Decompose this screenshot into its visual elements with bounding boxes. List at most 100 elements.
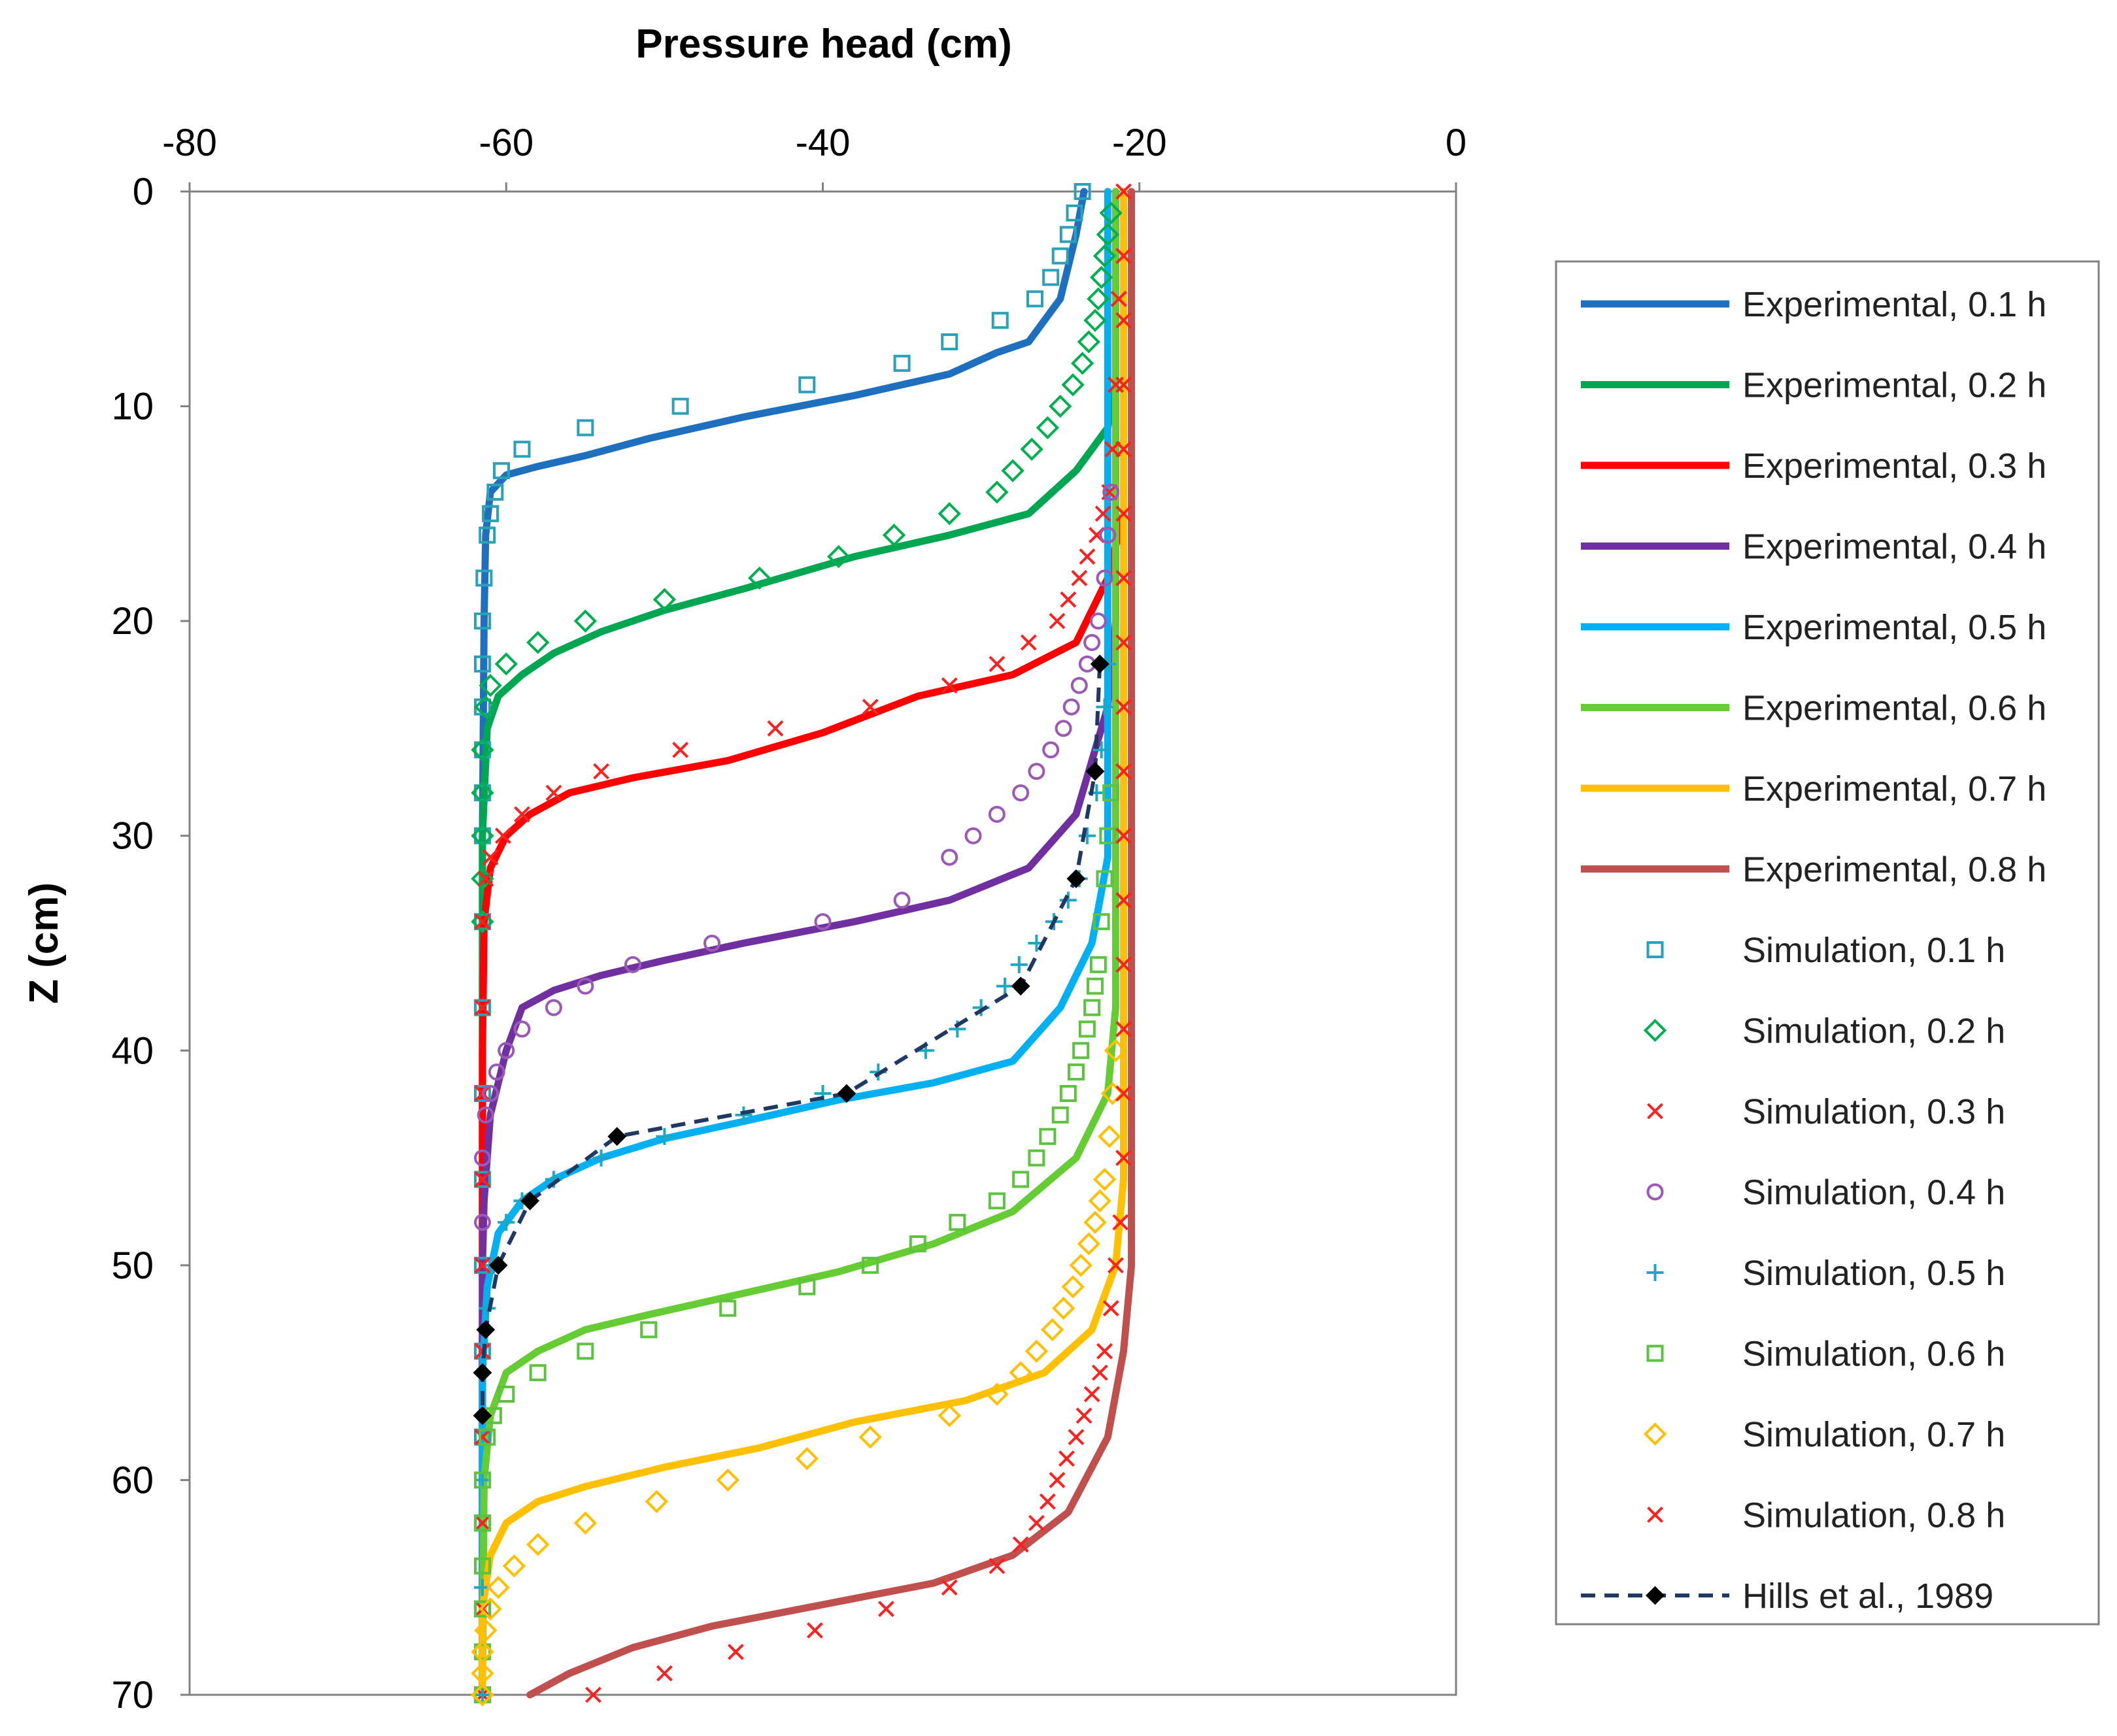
data-point-simulation-0-8-h	[1012, 1536, 1029, 1553]
data-point-simulation-0-7-h	[1088, 1189, 1111, 1212]
data-point-simulation-0-4-h	[473, 1214, 491, 1231]
legend-label: Simulation, 0.2 h	[1742, 1012, 2005, 1051]
series-line-experimental-0-4-h	[479, 188, 1119, 1699]
data-point-hills-et-al-1989	[1011, 976, 1030, 996]
x-tick-label: -20	[1112, 122, 1167, 164]
data-point-simulation-0-6-h	[1039, 1127, 1057, 1145]
data-point-simulation-0-7-h	[645, 1490, 668, 1513]
legend-label: Experimental, 0.5 h	[1742, 608, 2046, 647]
legend-label: Simulation, 0.4 h	[1742, 1173, 2005, 1212]
data-point-simulation-0-2-h	[1089, 265, 1113, 290]
data-point-simulation-0-6-h	[473, 1643, 491, 1661]
data-point-simulation-0-6-h	[473, 1557, 491, 1575]
data-point-simulation-0-1-h	[473, 913, 491, 931]
data-point-simulation-0-1-h	[473, 1343, 491, 1360]
data-point-simulation-0-1-h	[486, 484, 504, 501]
data-point-simulation-0-1-h	[941, 333, 958, 350]
data-point-simulation-0-5-h	[498, 1214, 515, 1231]
data-point-simulation-0-6-h	[1089, 956, 1107, 973]
legend-marker-simulation-0-8-h	[1647, 1507, 1663, 1523]
data-point-simulation-0-1-h	[513, 441, 531, 458]
data-point-simulation-0-8-h	[656, 1665, 673, 1682]
data-point-simulation-0-5-h	[473, 1471, 491, 1489]
legend-marker-simulation-0-4-h	[1646, 1183, 1664, 1201]
data-point-simulation-0-1-h	[1051, 247, 1069, 265]
data-point-hills-et-al-1989	[837, 1084, 856, 1103]
data-point-simulation-0-7-h	[502, 1554, 526, 1578]
data-point-simulation-0-4-h	[1042, 741, 1060, 759]
data-point-simulation-0-2-h	[1049, 394, 1072, 418]
data-point-simulation-0-2-h	[474, 695, 498, 719]
data-point-simulation-0-2-h	[747, 566, 771, 590]
data-point-simulation-0-4-h	[1089, 612, 1107, 630]
data-point-simulation-0-6-h	[1067, 1063, 1085, 1081]
data-point-simulation-0-6-h	[577, 1343, 594, 1360]
data-point-simulation-0-7-h	[471, 1640, 494, 1663]
data-point-simulation-0-6-h	[949, 1214, 966, 1231]
data-point-simulation-0-1-h	[473, 612, 491, 630]
data-point-hills-et-al-1989	[476, 1320, 496, 1339]
data-point-simulation-0-8-h	[1068, 1429, 1085, 1446]
data-point-simulation-0-3-h	[474, 1257, 491, 1274]
series-markers	[471, 183, 1132, 1707]
data-point-simulation-0-6-h	[1072, 1042, 1090, 1060]
data-point-simulation-0-8-h	[941, 1579, 958, 1596]
data-point-simulation-0-7-h	[1040, 1318, 1064, 1342]
legend-label: Experimental, 0.2 h	[1742, 366, 2046, 405]
data-point-simulation-0-8-h	[1108, 1257, 1124, 1274]
data-point-simulation-0-2-h	[526, 631, 550, 654]
data-point-simulation-0-2-h	[1036, 416, 1059, 440]
data-point-simulation-0-4-h	[1028, 763, 1045, 780]
data-point-simulation-0-7-h	[1069, 1254, 1092, 1277]
data-point-simulation-0-3-h	[545, 784, 562, 801]
y-tick-label: 20	[111, 600, 154, 643]
legend: Experimental, 0.1 h Experimental, 0.2 h Ex…	[1581, 285, 2046, 1616]
data-point-simulation-0-1-h	[1026, 290, 1043, 308]
data-point-simulation-0-3-h	[474, 1171, 491, 1188]
data-point-simulation-0-1-h	[473, 827, 491, 844]
x-axis-ticks: -80 -60 -40 -20 0	[162, 122, 1466, 192]
data-point-simulation-0-8-h	[877, 1601, 894, 1617]
data-point-simulation-0-2-h	[494, 652, 518, 676]
data-point-simulation-0-1-h	[482, 505, 500, 522]
legend-marker-simulation-0-1-h	[1646, 941, 1664, 958]
data-point-simulation-0-6-h	[529, 1364, 547, 1382]
data-point-simulation-0-7-h	[985, 1382, 1009, 1406]
data-point-simulation-0-2-h	[882, 524, 906, 547]
data-point-simulation-0-4-h	[482, 1085, 500, 1102]
data-point-simulation-0-3-h	[767, 720, 784, 737]
data-point-simulation-0-4-h	[893, 892, 911, 909]
data-point-simulation-0-1-h	[1066, 204, 1083, 222]
data-point-simulation-0-7-h	[1092, 1167, 1117, 1192]
data-point-simulation-0-1-h	[893, 354, 911, 372]
data-point-simulation-0-2-h	[1099, 201, 1123, 225]
data-point-simulation-0-8-h	[1115, 312, 1132, 329]
data-point-simulation-0-8-h	[1115, 699, 1132, 715]
data-point-simulation-0-5-h	[1059, 892, 1077, 909]
data-point-simulation-0-8-h	[1115, 248, 1132, 264]
data-point-simulation-0-5-h	[592, 1149, 610, 1167]
y-axis-ticks: 0 10 20 30 40 50 60 70	[111, 171, 190, 1716]
data-point-simulation-0-3-h	[593, 763, 609, 780]
series-line-hills-et-al-1989	[480, 663, 1102, 1416]
data-point-simulation-0-4-h	[624, 956, 641, 973]
y-tick-label: 10	[111, 386, 154, 428]
data-point-simulation-0-1-h	[798, 376, 816, 393]
data-point-simulation-0-4-h	[488, 1063, 505, 1081]
data-point-simulation-0-4-h	[941, 848, 958, 866]
data-point-simulation-0-1-h	[479, 526, 496, 544]
data-point-simulation-0-3-h	[989, 656, 1006, 673]
data-point-simulation-0-3-h	[474, 1429, 491, 1446]
legend-box	[1555, 260, 2100, 1626]
data-point-simulation-0-1-h	[1042, 269, 1060, 286]
data-point-simulation-0-3-h	[1020, 634, 1037, 651]
data-point-simulation-0-6-h	[1028, 1149, 1045, 1167]
data-point-hills-et-al-1989	[607, 1127, 627, 1146]
data-point-simulation-0-8-h	[1115, 1150, 1132, 1166]
data-point-simulation-0-6-h	[640, 1321, 658, 1339]
data-point-simulation-0-8-h	[1083, 1386, 1100, 1403]
data-point-simulation-0-2-h	[1096, 223, 1120, 246]
data-point-simulation-0-1-h	[473, 999, 491, 1016]
data-point-simulation-0-7-h	[858, 1426, 882, 1449]
data-point-simulation-0-8-h	[1112, 1214, 1129, 1231]
